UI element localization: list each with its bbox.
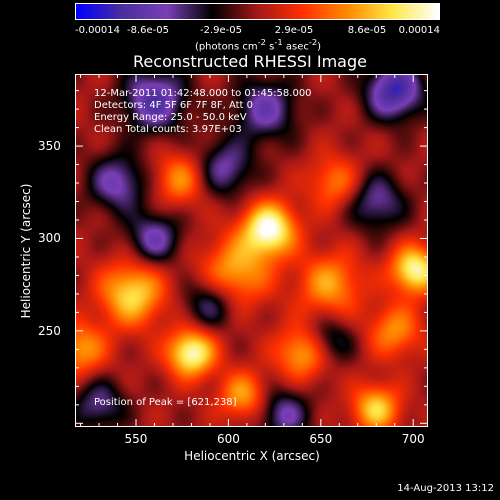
time-range-label: 12-Mar-2011 01:42:48.000 to 01:45:58.000 [94,88,312,99]
heatmap-plot [75,74,428,427]
axis-ticks [75,74,428,427]
detectors-label: Detectors: 4F 5F 6F 7F 8F, Att 0 [94,100,254,111]
colorbar-tick-label: 8.6e-05 [347,25,387,36]
y-tick-label: 350 [38,139,61,154]
plot-frame [75,74,428,427]
energy-range-label: Energy Range: 25.0 - 50.0 keV [94,112,247,123]
y-axis-label: Heliocentric Y (arcsec) [19,183,33,319]
x-axis-label: Heliocentric X (arcsec) [184,449,320,463]
peak-position-label: Position of Peak = [621,238] [94,397,237,408]
x-tick-label: 650 [309,432,333,446]
clean-counts-label: Clean Total counts: 3.97E+03 [94,124,242,135]
chart-title: Reconstructed RHESSI Image [133,52,367,71]
observation-info: 12-Mar-2011 01:42:48.000 to 01:45:58.000… [94,88,312,136]
colorbar-tick-label: -2.9e-05 [200,25,242,36]
datestamp: 14-Aug-2013 13:12 [397,483,494,494]
colorbar-tick-label: 0.00014 [398,25,440,36]
colorbar-tick-label: 2.9e-05 [274,25,314,36]
y-tick-label: 300 [38,231,61,246]
x-tick-label: 600 [216,432,240,446]
x-tick-label: 700 [401,432,425,446]
colorbar-units: (photons cm-2 s-1 asec-2) [194,37,322,53]
colorbar-tick-label: -0.00014 [75,25,120,36]
y-tick-label: 250 [38,323,61,338]
heatmap-image [75,74,428,427]
x-tick-label: 550 [124,432,148,446]
colorbar [75,3,440,20]
colorbar-tick-label: -8.6e-05 [127,25,169,36]
